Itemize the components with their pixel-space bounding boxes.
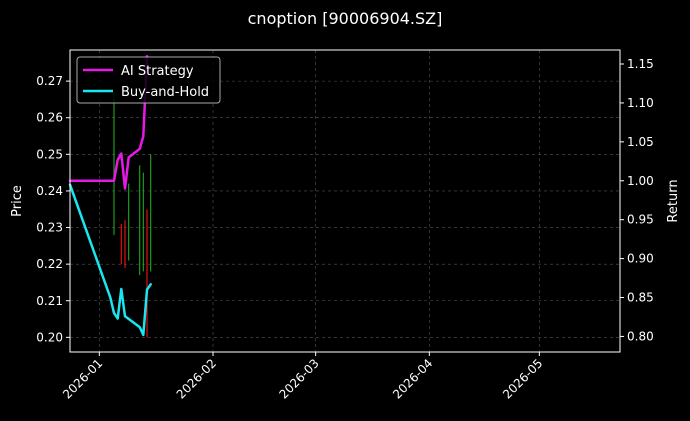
line-series xyxy=(68,54,152,337)
legend-label-buy-and-hold: Buy-and-Hold xyxy=(121,85,209,100)
legend-label-ai-strategy: AI Strategy xyxy=(121,64,194,79)
right-tick-label: 1.00 xyxy=(627,174,654,188)
candlestick-series xyxy=(113,92,152,338)
left-tick-label: 0.21 xyxy=(36,294,63,308)
series-line-ai-strategy xyxy=(68,54,149,190)
right-tick-label: 0.85 xyxy=(627,291,654,305)
right-tick-label: 0.80 xyxy=(627,329,654,343)
right-axis-label: Return xyxy=(666,179,681,222)
grid-lines xyxy=(70,50,620,352)
right-tick-label: 1.05 xyxy=(627,135,654,149)
left-tick-label: 0.26 xyxy=(36,111,63,125)
right-tick-label: 1.10 xyxy=(627,96,654,110)
left-tick-label: 0.24 xyxy=(36,184,63,198)
left-tick-label: 0.27 xyxy=(36,74,63,88)
left-axis: 0.20 0.21 0.22 0.23 0.24 0.25 0.26 0.27 xyxy=(36,74,70,344)
left-tick-label: 0.20 xyxy=(36,330,63,344)
chart-title: cnoption [90006904.SZ] xyxy=(248,9,443,28)
left-tick-label: 0.25 xyxy=(36,147,63,161)
right-tick-label: 0.90 xyxy=(627,252,654,266)
left-axis-label: Price xyxy=(10,185,25,217)
left-tick-label: 0.22 xyxy=(36,257,63,271)
plot-frame xyxy=(69,49,621,353)
left-tick-label: 0.23 xyxy=(36,221,63,235)
right-tick-label: 0.95 xyxy=(627,213,654,227)
right-axis: 0.80 0.85 0.90 0.95 1.00 1.05 1.10 1.15 xyxy=(620,57,654,343)
right-tick-label: 1.15 xyxy=(627,57,654,71)
legend: AI Strategy Buy-and-Hold xyxy=(76,56,221,104)
series-line-buy-and-hold xyxy=(68,183,152,337)
